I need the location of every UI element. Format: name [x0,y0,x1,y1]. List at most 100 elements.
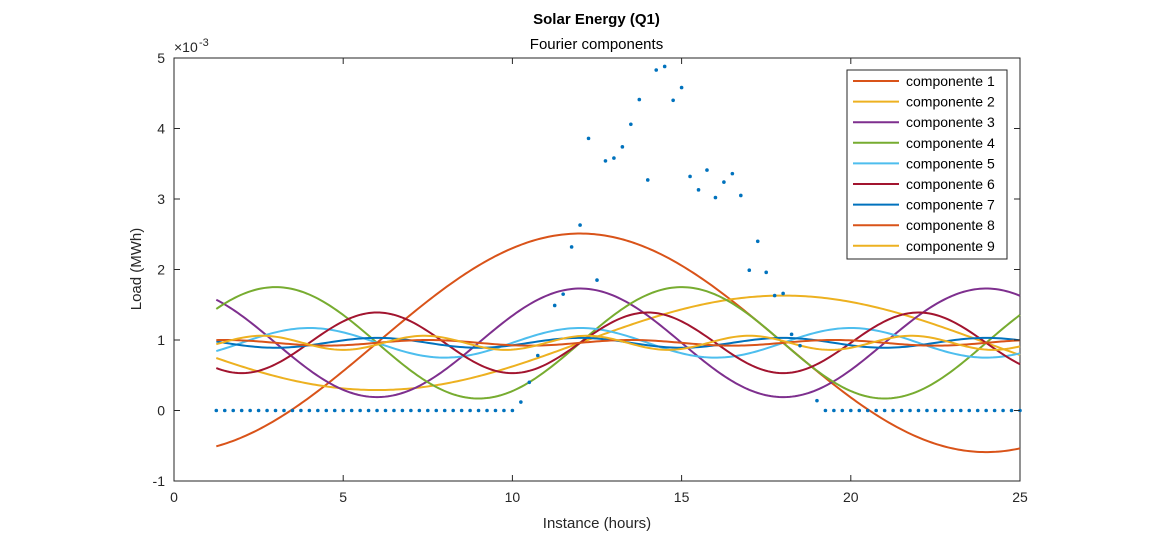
data-point [434,408,439,413]
x-tick-label: 15 [674,489,690,505]
data-point [1009,408,1014,413]
data-point [316,408,320,413]
data-point [375,408,379,413]
chart-subtitle: Fourier components [530,36,663,53]
legend-entry-label: componente 2 [906,94,995,110]
legend-entry-label: componente 5 [906,155,995,171]
data-point [595,278,599,282]
data-point [891,408,895,413]
data-point [256,408,261,413]
data-point [409,408,413,413]
y-tick-label: 4 [157,121,165,137]
data-points-layer [214,64,1022,413]
data-point [798,343,802,348]
data-point [882,408,887,413]
data-point [730,171,735,176]
data-point [705,168,709,172]
data-point [502,408,506,413]
data-point [747,268,752,273]
data-point [299,408,303,413]
data-point [290,408,295,413]
data-point [222,408,227,413]
series-line-componente-2 [215,294,1021,392]
data-point [925,408,929,413]
data-point [942,408,946,413]
series-line-componente-3 [215,287,1021,399]
data-point [535,353,540,358]
y-tick-label: 1 [157,332,165,348]
data-point [815,398,819,403]
x-tick-label: 25 [1012,489,1028,505]
y-tick-label: 0 [157,403,165,419]
data-point [324,408,329,413]
data-point [823,408,828,413]
data-point [358,408,362,413]
series-line-componente-1 [216,232,1021,454]
data-point [908,408,912,413]
data-point [332,408,337,413]
legend-entry-label: componente 6 [906,176,995,192]
data-point [645,178,650,182]
data-point [231,408,236,413]
data-point [865,408,870,413]
data-point [265,408,269,413]
data-point [992,408,997,413]
x-tick-label: 0 [170,489,178,505]
y-tick-label: 2 [157,262,165,278]
data-point [916,408,921,413]
series-layer [215,232,1021,454]
data-point [282,408,286,413]
x-tick-label: 5 [339,489,347,505]
data-point [214,408,219,413]
data-point [383,408,388,413]
data-point [510,408,515,413]
data-point [933,408,938,413]
data-point [781,291,785,296]
legend-entry-label: componente 9 [906,238,995,254]
data-point [899,408,904,413]
y-axis-label: Load (MWh) [128,228,145,311]
data-point [476,408,481,413]
data-point [849,408,853,413]
y-exponent-power: -3 [199,37,209,49]
x-tick-label: 20 [843,489,859,505]
data-point [366,408,371,413]
data-point [248,408,252,413]
legend-entry-label: componente 3 [906,114,995,130]
data-point [857,408,862,413]
data-point [679,85,684,90]
data-point [722,180,726,184]
data-point [772,293,777,298]
data-point [468,408,472,413]
data-point [662,64,667,69]
legend-entry-label: componente 7 [906,197,995,213]
chart-title: Solar Energy (Q1) [533,11,660,28]
data-point [493,408,498,413]
data-point [637,97,642,102]
data-point [967,408,972,413]
y-tick-label: 5 [157,50,165,66]
data-point [671,98,675,103]
legend: componente 1 componente 2 componente 3 comp… [846,69,1008,260]
legend-entry-label: componente 8 [906,217,995,233]
series-line-componente-6 [215,311,1021,375]
data-point [832,408,836,413]
series-line-componente-4 [215,286,1021,400]
y-exponent-base: ×10 [174,39,198,55]
data-point [612,156,616,160]
data-point [400,408,405,413]
data-point [569,245,574,249]
data-point [713,195,718,200]
data-point [451,408,455,413]
data-point [307,408,312,413]
data-point [578,223,582,227]
data-point [341,408,346,413]
data-point [874,408,878,413]
data-point [519,400,523,404]
data-point [629,122,633,127]
data-point [696,188,701,192]
data-point [975,408,980,413]
data-point [552,303,557,308]
